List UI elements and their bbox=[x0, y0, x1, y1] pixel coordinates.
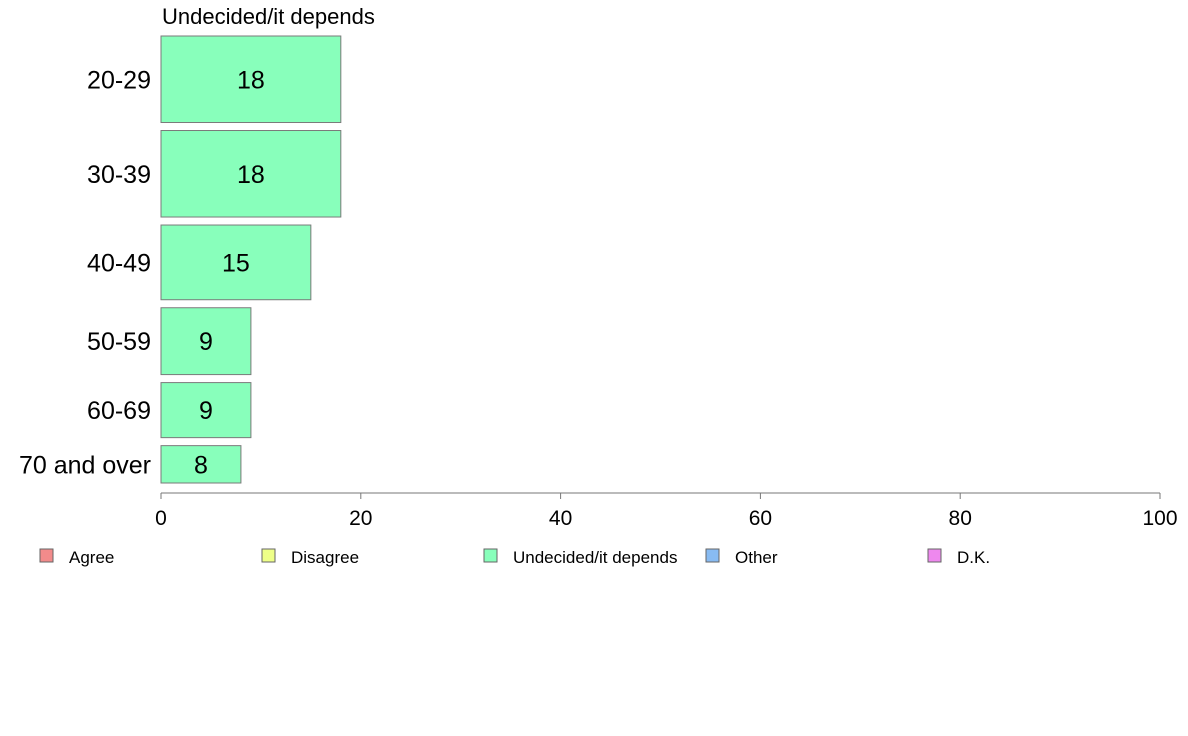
legend-label: Other bbox=[735, 548, 778, 567]
bar-40-49 bbox=[160, 224, 312, 301]
legend-label: D.K. bbox=[957, 548, 990, 567]
value-label: 9 bbox=[199, 397, 213, 425]
bar-30-39 bbox=[160, 130, 342, 218]
bar-50-59 bbox=[160, 307, 252, 376]
value-label: 15 bbox=[222, 249, 250, 277]
value-label: 18 bbox=[237, 66, 265, 94]
legend-label: Agree bbox=[69, 548, 114, 567]
category-label: 50-59 bbox=[87, 328, 151, 356]
legend-swatch bbox=[39, 548, 54, 563]
x-tick-label: 0 bbox=[155, 507, 167, 530]
legend-swatch bbox=[705, 548, 720, 563]
x-tick-label: 20 bbox=[349, 507, 372, 530]
legend-swatch bbox=[483, 548, 498, 563]
category-label: 30-39 bbox=[87, 161, 151, 189]
category-label: 20-29 bbox=[87, 66, 151, 94]
category-label: 40-49 bbox=[87, 249, 151, 277]
category-label: 70 and over bbox=[19, 451, 151, 479]
value-label: 9 bbox=[199, 328, 213, 356]
x-tick-label: 80 bbox=[949, 507, 972, 530]
bar-70 and over bbox=[160, 445, 242, 484]
bar-60-69 bbox=[160, 382, 252, 439]
bars-group: 20-29 18 30-39 18 40-49 15 50-59 9 60-69 9 70 and … bbox=[19, 35, 342, 484]
legend: Agree Disagree Undecided/it depends Other D.… bbox=[39, 548, 990, 567]
legend-swatch bbox=[261, 548, 276, 563]
x-tick-label: 40 bbox=[549, 507, 572, 530]
legend-swatch bbox=[927, 548, 942, 563]
value-label: 18 bbox=[237, 161, 265, 189]
x-tick-label: 100 bbox=[1142, 507, 1177, 530]
value-label: 8 bbox=[194, 451, 208, 479]
category-label: 60-69 bbox=[87, 397, 151, 425]
legend-label: Undecided/it depends bbox=[513, 548, 677, 567]
bar-20-29 bbox=[160, 35, 342, 124]
legend-label: Disagree bbox=[291, 548, 359, 567]
facet-title: Undecided/it depends bbox=[162, 4, 375, 29]
x-axis: 0 20 40 60 80 100 bbox=[155, 492, 1178, 530]
x-tick-label: 60 bbox=[749, 507, 772, 530]
